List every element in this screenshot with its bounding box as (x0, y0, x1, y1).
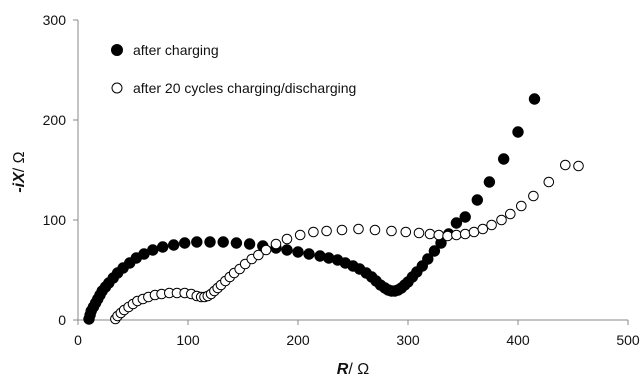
data-point (294, 229, 306, 241)
data-point (573, 160, 584, 172)
data-point (496, 214, 507, 226)
y-tick-label: 100 (43, 212, 67, 228)
data-point (321, 225, 332, 237)
data-point (428, 245, 441, 257)
data-point (413, 227, 425, 239)
x-axis-title-prefix: R (337, 361, 349, 375)
data-point (468, 226, 480, 238)
data-point (270, 238, 282, 250)
data-point (543, 176, 555, 188)
data-point (424, 228, 436, 240)
data-point (516, 200, 527, 212)
data-point (498, 153, 510, 165)
data-point (505, 208, 516, 220)
data-point (168, 239, 180, 251)
series-after-cycles (110, 159, 584, 325)
legend-marker-after-charging (111, 44, 123, 56)
data-point (477, 223, 489, 235)
data-point (512, 126, 524, 138)
x-tick-label: 0 (74, 332, 82, 348)
legend: after charging after 20 cycles charging/… (111, 42, 356, 96)
data-point (303, 248, 315, 260)
data-point (253, 249, 264, 261)
data-point (217, 236, 229, 248)
x-axis-title: R/ Ω (337, 361, 369, 375)
data-point (179, 237, 191, 249)
data-point (281, 244, 293, 256)
data-point (260, 244, 272, 256)
y-axis-title-suffix: / Ω (11, 151, 28, 172)
x-tick-label: 400 (506, 332, 530, 348)
data-point (336, 224, 348, 236)
data-point (308, 226, 319, 238)
y-tick-label: 300 (43, 12, 67, 28)
x-tick-label: 500 (616, 332, 640, 348)
legend-marker-after-cycles (111, 82, 123, 94)
data-point (433, 229, 445, 241)
x-ticks: 0 100 200 300 400 500 (74, 320, 640, 348)
series-layer (83, 93, 584, 325)
data-point (147, 244, 159, 256)
data-point (442, 230, 453, 242)
legend-label-after-charging: after charging (133, 42, 219, 58)
data-point (386, 225, 397, 237)
data-point (281, 233, 293, 245)
data-point (157, 241, 169, 253)
y-tick-label: 0 (58, 312, 66, 328)
data-point (528, 190, 539, 202)
data-point (204, 236, 216, 248)
data-point (353, 223, 364, 235)
data-point (486, 219, 497, 231)
data-point (451, 229, 462, 241)
x-tick-label: 100 (176, 332, 200, 348)
data-point (459, 228, 471, 240)
data-point (560, 159, 571, 171)
legend-label-after-cycles: after 20 cycles charging/discharging (133, 80, 356, 96)
data-point (292, 246, 304, 258)
y-axis-title-prefix: -iX (11, 171, 28, 193)
x-tick-label: 300 (396, 332, 420, 348)
data-point (422, 253, 434, 265)
y-axis-title: -iX/ Ω (11, 151, 28, 192)
data-point (230, 237, 243, 249)
data-point (191, 236, 203, 248)
data-point (243, 238, 256, 250)
series-after-charging (83, 93, 541, 325)
x-axis-title-suffix: / Ω (348, 361, 369, 375)
data-point (450, 217, 463, 229)
data-point (459, 211, 471, 223)
data-point (483, 176, 496, 188)
data-point (471, 194, 483, 206)
data-point (400, 226, 412, 238)
y-tick-label: 200 (43, 112, 67, 128)
x-tick-label: 200 (286, 332, 310, 348)
data-point (528, 93, 541, 105)
data-point (369, 224, 381, 236)
y-ticks: 0 100 200 300 (43, 12, 78, 328)
